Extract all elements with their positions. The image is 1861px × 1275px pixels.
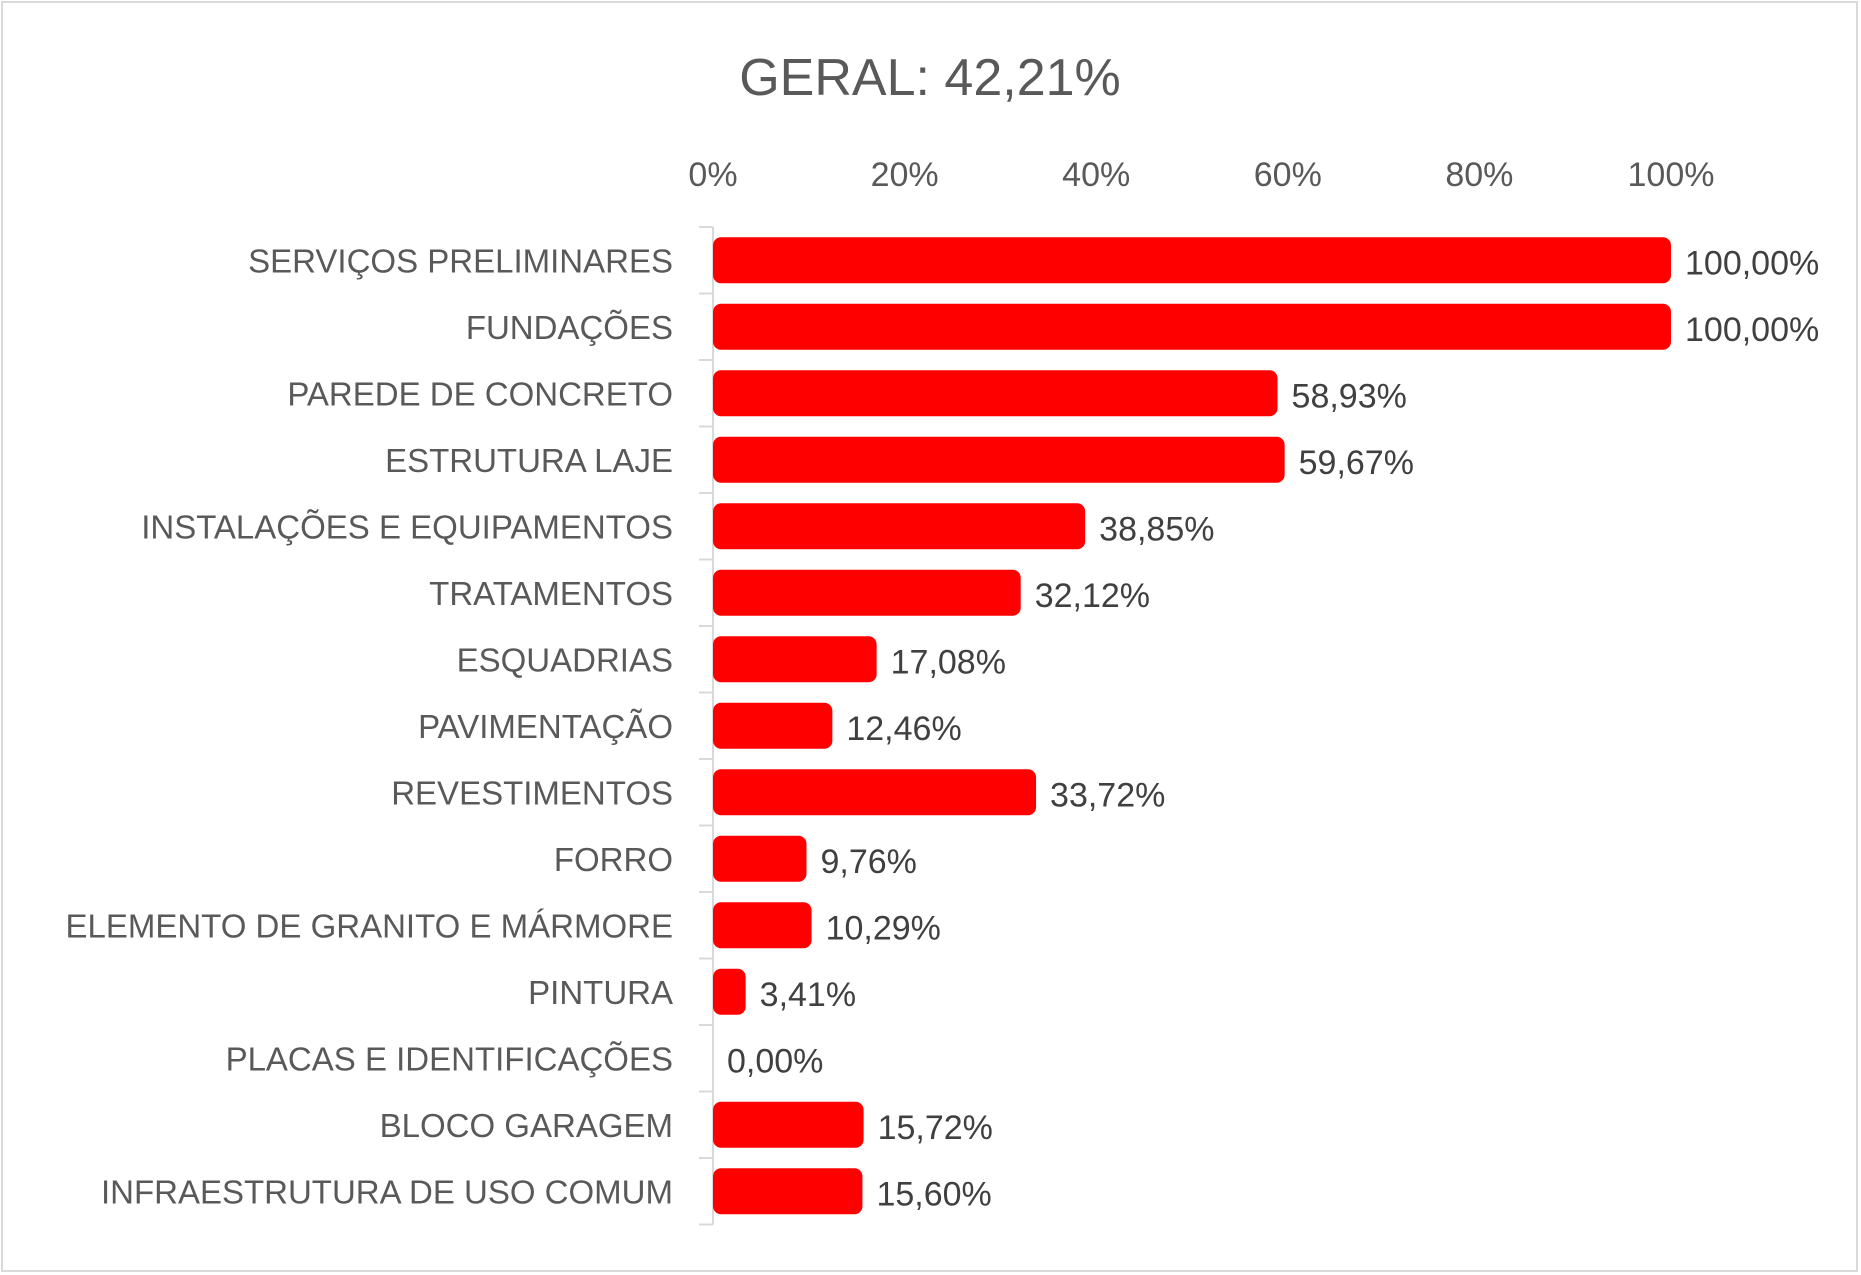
category-label: ESTRUTURA LAJE — [385, 442, 673, 479]
value-label: 15,60% — [876, 1175, 991, 1213]
value-label: 17,08% — [891, 643, 1006, 681]
category-axis — [699, 226, 714, 1226]
bar — [713, 370, 1278, 417]
chart-title: GERAL: 42,21% — [739, 49, 1121, 107]
x-tick-label: 20% — [871, 156, 939, 194]
category-label: BLOCO GARAGEM — [380, 1107, 673, 1144]
category-label: REVESTIMENTOS — [391, 774, 673, 811]
x-tick-label: 40% — [1062, 156, 1130, 194]
category-label: PAVIMENTAÇÃO — [418, 708, 673, 745]
x-tick-label: 80% — [1445, 156, 1513, 194]
x-tick-label: 0% — [688, 156, 737, 194]
category-label: FUNDAÇÕES — [466, 309, 673, 346]
bar — [713, 237, 1671, 284]
value-labels: 100,00% 100,00% 58,93% 59,67% 38,85% 32,12% 17… — [727, 244, 1819, 1213]
value-label: 3,41% — [760, 976, 856, 1014]
value-label: 15,72% — [878, 1109, 993, 1147]
bar — [713, 769, 1037, 816]
bar — [713, 636, 877, 683]
value-label: 9,76% — [821, 843, 917, 881]
value-label: 10,29% — [826, 909, 941, 947]
category-labels: SERVIÇOS PRELIMINARES FUNDAÇÕES PAREDE DE … — [65, 242, 673, 1210]
category-label: INSTALAÇÕES E EQUIPAMENTOS — [141, 508, 673, 545]
bar — [713, 835, 807, 882]
category-label: ESQUADRIAS — [457, 641, 673, 678]
bar — [713, 968, 746, 1015]
bar — [713, 1168, 863, 1215]
value-label: 32,12% — [1035, 577, 1150, 615]
x-tick-label: 100% — [1628, 156, 1715, 194]
bars — [713, 237, 1671, 1215]
category-label: SERVIÇOS PRELIMINARES — [248, 242, 673, 279]
bar — [713, 436, 1285, 483]
category-label: TRATAMENTOS — [429, 575, 673, 612]
bar — [713, 569, 1021, 616]
value-label: 12,46% — [846, 710, 961, 748]
category-label: PLACAS E IDENTIFICAÇÕES — [226, 1040, 673, 1077]
value-label: 38,85% — [1099, 510, 1214, 548]
value-label: 100,00% — [1685, 244, 1819, 282]
value-label: 59,67% — [1299, 444, 1414, 482]
value-label: 0,00% — [727, 1042, 823, 1080]
bar — [713, 303, 1671, 350]
bar — [713, 503, 1086, 550]
bar — [713, 1101, 864, 1148]
category-label: INFRAESTRUTURA DE USO COMUM — [101, 1173, 673, 1210]
category-label: FORRO — [554, 841, 673, 878]
category-label: PAREDE DE CONCRETO — [287, 375, 673, 412]
x-axis-ticks: 0% 20% 40% 60% 80% 100% — [688, 156, 1714, 194]
bar — [713, 902, 812, 949]
category-label: PINTURA — [528, 974, 673, 1011]
category-label: ELEMENTO DE GRANITO E MÁRMORE — [65, 907, 673, 944]
value-label: 58,93% — [1292, 377, 1407, 415]
x-tick-label: 60% — [1254, 156, 1322, 194]
value-label: 33,72% — [1050, 776, 1165, 814]
bar — [713, 702, 833, 749]
value-label: 100,00% — [1685, 311, 1819, 349]
